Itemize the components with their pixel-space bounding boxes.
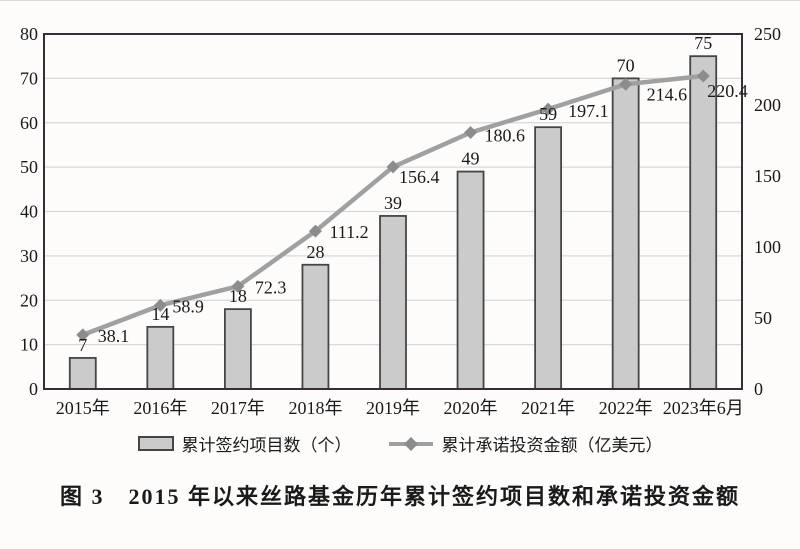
bar-value-label: 28	[306, 242, 324, 262]
right-axis-tick: 250	[754, 24, 781, 44]
bar-value-label: 7	[78, 335, 87, 355]
left-axis-tick: 70	[20, 68, 38, 88]
bar	[301, 263, 330, 390]
left-axis-tick: 30	[20, 246, 38, 266]
legend-item-bars: 累计签约项目数（个）	[137, 431, 352, 456]
line-value-label: 58.9	[172, 296, 204, 316]
diamond-marker	[619, 77, 633, 91]
x-axis-label: 2021年	[521, 398, 575, 418]
left-axis-tick: 10	[20, 335, 38, 355]
bar	[68, 357, 97, 390]
diamond-marker	[308, 224, 322, 238]
bar-value-label: 59	[539, 104, 557, 124]
diamond-marker	[464, 126, 478, 140]
line-value-label: 38.1	[98, 326, 129, 346]
line-value-label: 214.6	[647, 84, 688, 104]
right-axis-tick: 0	[754, 379, 763, 399]
line-value-label: 220.4	[707, 81, 748, 101]
line-value-label: 197.1	[568, 101, 609, 121]
chart-legend: 累计签约项目数（个） 累计承诺投资金额（亿美元）	[0, 431, 800, 456]
line-value-label: 111.2	[329, 222, 368, 242]
line-value-label: 156.4	[399, 167, 440, 187]
x-axis-label: 2020年	[444, 398, 498, 418]
bar-value-label: 14	[151, 304, 169, 324]
left-axis-tick: 40	[20, 202, 38, 222]
left-axis-tick: 60	[20, 113, 38, 133]
bar	[689, 55, 718, 390]
x-axis-label: 2019年	[366, 398, 420, 418]
left-axis-tick: 50	[20, 157, 38, 177]
diamond-marker	[153, 298, 167, 312]
bar-value-label: 39	[384, 193, 402, 213]
legend-bar-label: 累计签约项目数（个）	[181, 436, 352, 455]
diamond-marker	[386, 160, 400, 174]
diamond-marker	[76, 328, 90, 342]
bar-value-label: 70	[617, 55, 635, 75]
x-axis-label: 2018年	[288, 398, 342, 418]
bar	[146, 325, 175, 390]
bar	[534, 126, 563, 390]
combo-chart: 0 10 20 30 40 50 60 70 80 0 50 100 150 200 250 2015年 201…	[20, 24, 781, 418]
x-axis-label: 2016年	[133, 398, 187, 418]
x-axis-label: 2022年	[599, 398, 653, 418]
bar-value-label: 75	[694, 33, 712, 53]
x-axis-label: 2017年	[211, 398, 265, 418]
bar-swatch-icon	[137, 436, 174, 451]
left-axis-tick: 0	[29, 379, 38, 399]
bar	[611, 77, 640, 390]
x-axis-label: 2023年6月	[663, 398, 744, 418]
x-axis-label: 2015年	[56, 398, 110, 418]
diamond-marker	[231, 279, 245, 293]
line-swatch-icon	[388, 436, 433, 451]
right-axis-tick: 100	[754, 237, 781, 257]
legend-item-line: 累计承诺投资金额（亿美元）	[388, 431, 663, 456]
plot-border	[43, 33, 743, 390]
bar	[379, 215, 407, 390]
right-axis-tick: 150	[754, 166, 781, 186]
figure-caption: 图 3 2015 年以来丝路基金历年累计签约项目数和承诺投资金额	[59, 484, 740, 509]
legend-line-label: 累计承诺投资金额（亿美元）	[441, 436, 663, 455]
diamond-marker	[541, 102, 555, 116]
right-axis-tick: 50	[754, 308, 772, 328]
left-axis-tick: 20	[20, 290, 38, 310]
bar-value-label: 18	[229, 286, 247, 306]
left-axis-tick: 80	[20, 24, 38, 44]
line-value-label: 180.6	[485, 126, 526, 146]
bar-value-label: 49	[462, 149, 480, 169]
bar	[223, 308, 252, 390]
line-value-label: 72.3	[255, 277, 287, 297]
diamond-marker	[696, 69, 710, 83]
bar	[456, 170, 485, 390]
right-axis-tick: 200	[754, 95, 781, 115]
